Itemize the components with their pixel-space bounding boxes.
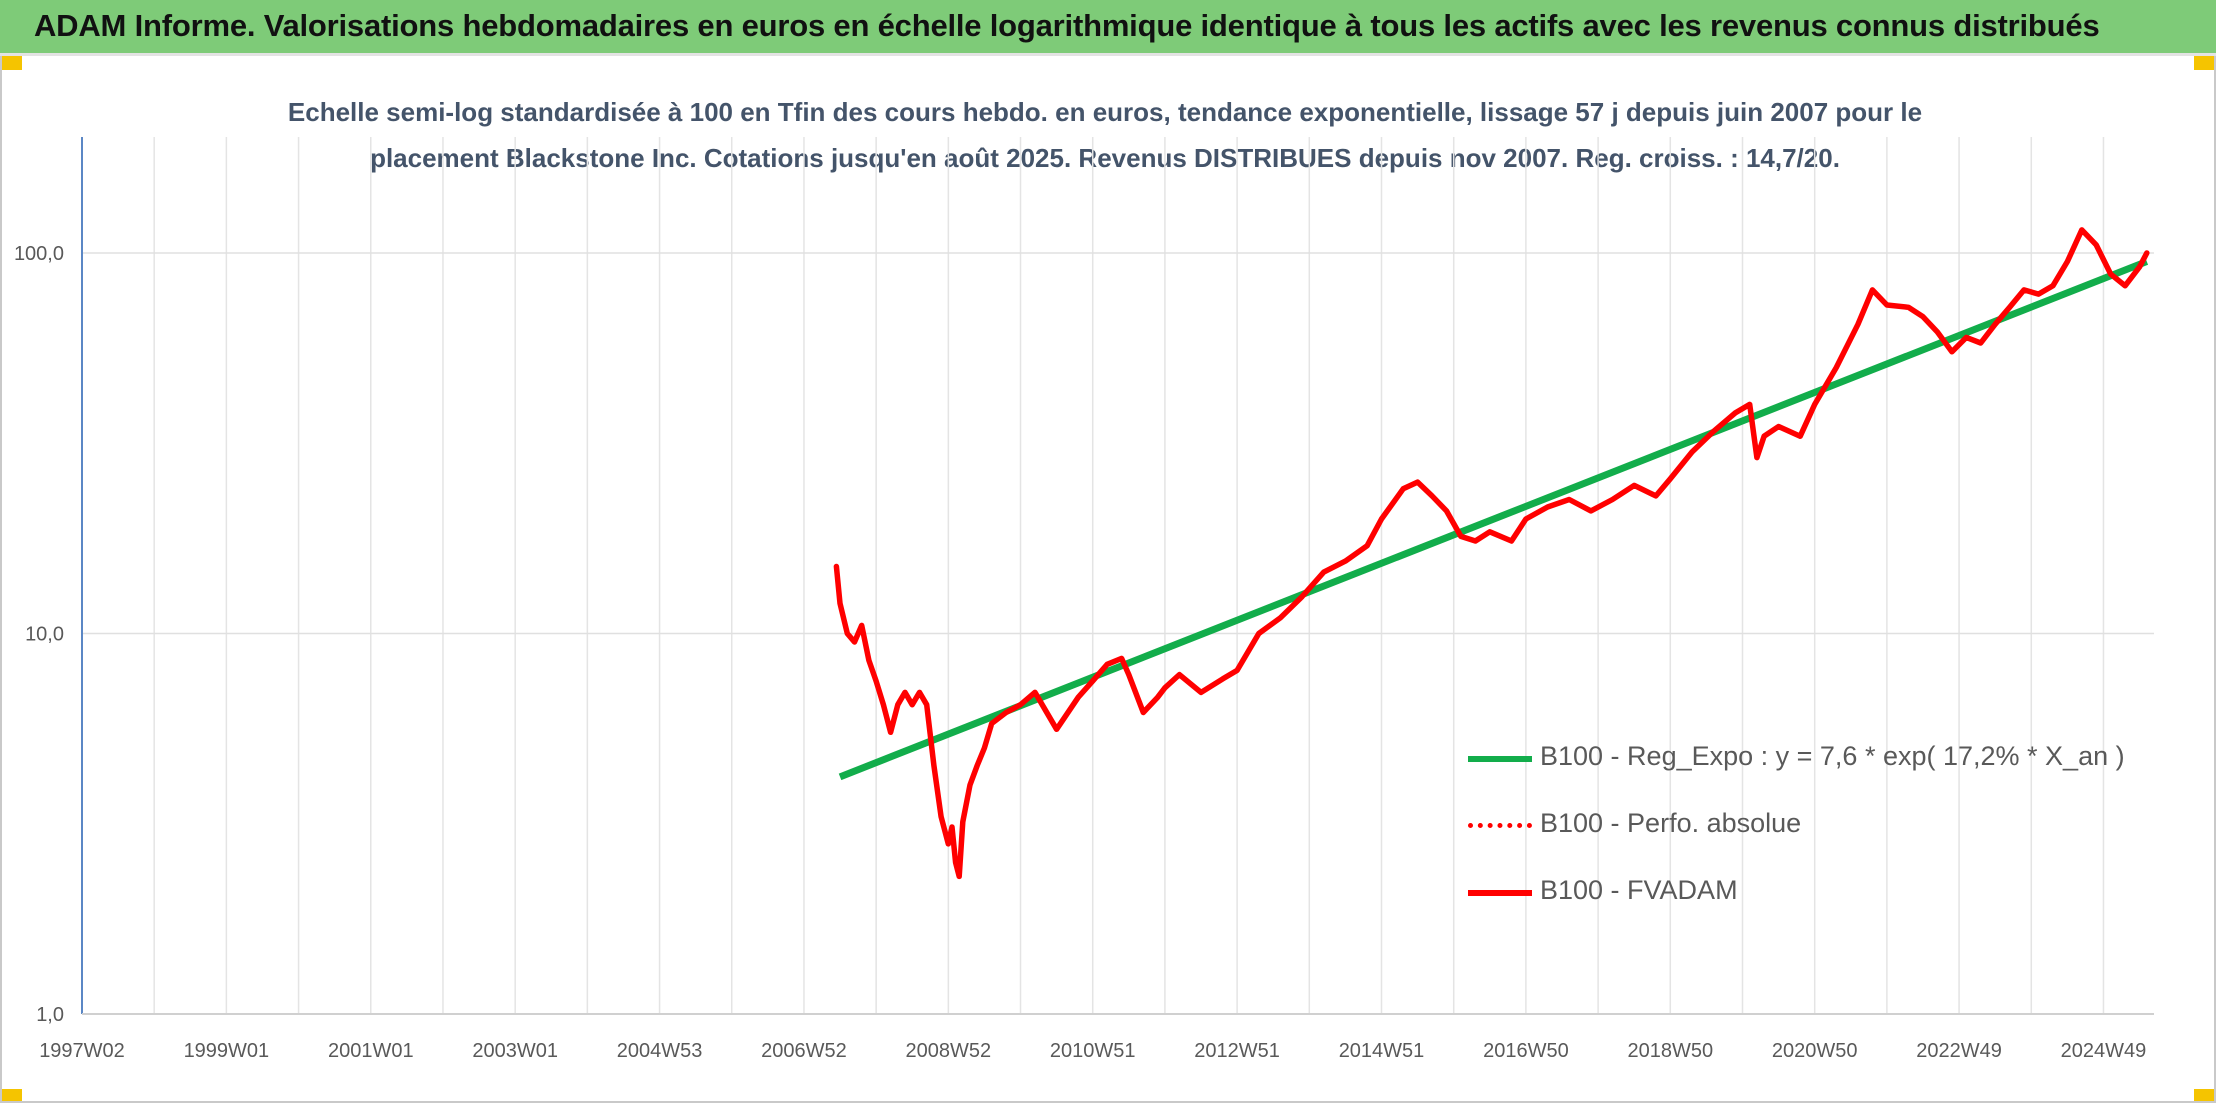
x-tick-label: 2012W51 (1194, 1040, 1280, 1062)
chart-subtitle-line-2: placement Blackstone Inc. Cotations jusq… (370, 143, 1840, 173)
legend-swatch-perfo-absolue (1468, 823, 1532, 828)
corner-marker-right (2194, 56, 2216, 70)
y-tick-label: 100,0 (14, 243, 64, 265)
x-tick-label: 2003W01 (472, 1040, 558, 1062)
y-axis-tick-labels: 1,0 10,0 100,0 (14, 243, 64, 1026)
x-tick-label: 2008W52 (906, 1040, 992, 1062)
series-fvadam-line (833, 227, 2150, 880)
legend-swatch-regression (1468, 756, 1532, 762)
x-tick-label: 2022W49 (1916, 1040, 2002, 1062)
x-tick-label: 2024W49 (2061, 1040, 2147, 1062)
x-tick-label: 2006W52 (761, 1040, 847, 1062)
corner-marker-bottom-left (0, 1089, 22, 1103)
chart-frame (0, 56, 2216, 1103)
x-axis-tick-labels: 1997W02 1999W01 2001W01 2003W01 2004W53 2006W… (39, 1040, 2146, 1062)
x-tick-label: 2020W50 (1772, 1040, 1858, 1062)
x-tick-label: 1997W02 (39, 1040, 125, 1062)
legend-label-perfo-absolue: B100 - Perfo. absolue (1540, 808, 1802, 838)
report-title: ADAM Informe. Valorisations hebdomadaire… (34, 8, 2100, 43)
x-tick-label: 2016W50 (1483, 1040, 1569, 1062)
x-tick-label: 2001W01 (328, 1040, 414, 1062)
x-tick-label: 2010W51 (1050, 1040, 1136, 1062)
corner-marker-bottom-right (2194, 1089, 2216, 1103)
legend-label-regression: B100 - Reg_Expo : y = 7,6 * exp( 17,2% *… (1540, 741, 2125, 771)
series-regression-line (838, 258, 2149, 781)
x-tick-label: 1999W01 (184, 1040, 270, 1062)
legend-label-fvadam: B100 - FVADAM (1540, 875, 1738, 905)
corner-marker-left (0, 56, 22, 70)
header-banner: ADAM Informe. Valorisations hebdomadaire… (0, 0, 2216, 56)
chart-subtitle-line-1: Echelle semi-log standardisée à 100 en T… (287, 97, 1923, 127)
legend-swatch-fvadam (1468, 890, 1532, 896)
x-tick-label: 2014W51 (1339, 1040, 1425, 1062)
vertical-gridlines (81, 137, 2105, 1014)
horizontal-gridlines (82, 252, 2154, 1015)
series-layer (833, 227, 2150, 880)
y-tick-label: 10,0 (25, 624, 64, 646)
x-tick-label: 2018W50 (1627, 1040, 1713, 1062)
y-tick-label: 1,0 (36, 1004, 64, 1026)
x-tick-label: 2004W53 (617, 1040, 703, 1062)
